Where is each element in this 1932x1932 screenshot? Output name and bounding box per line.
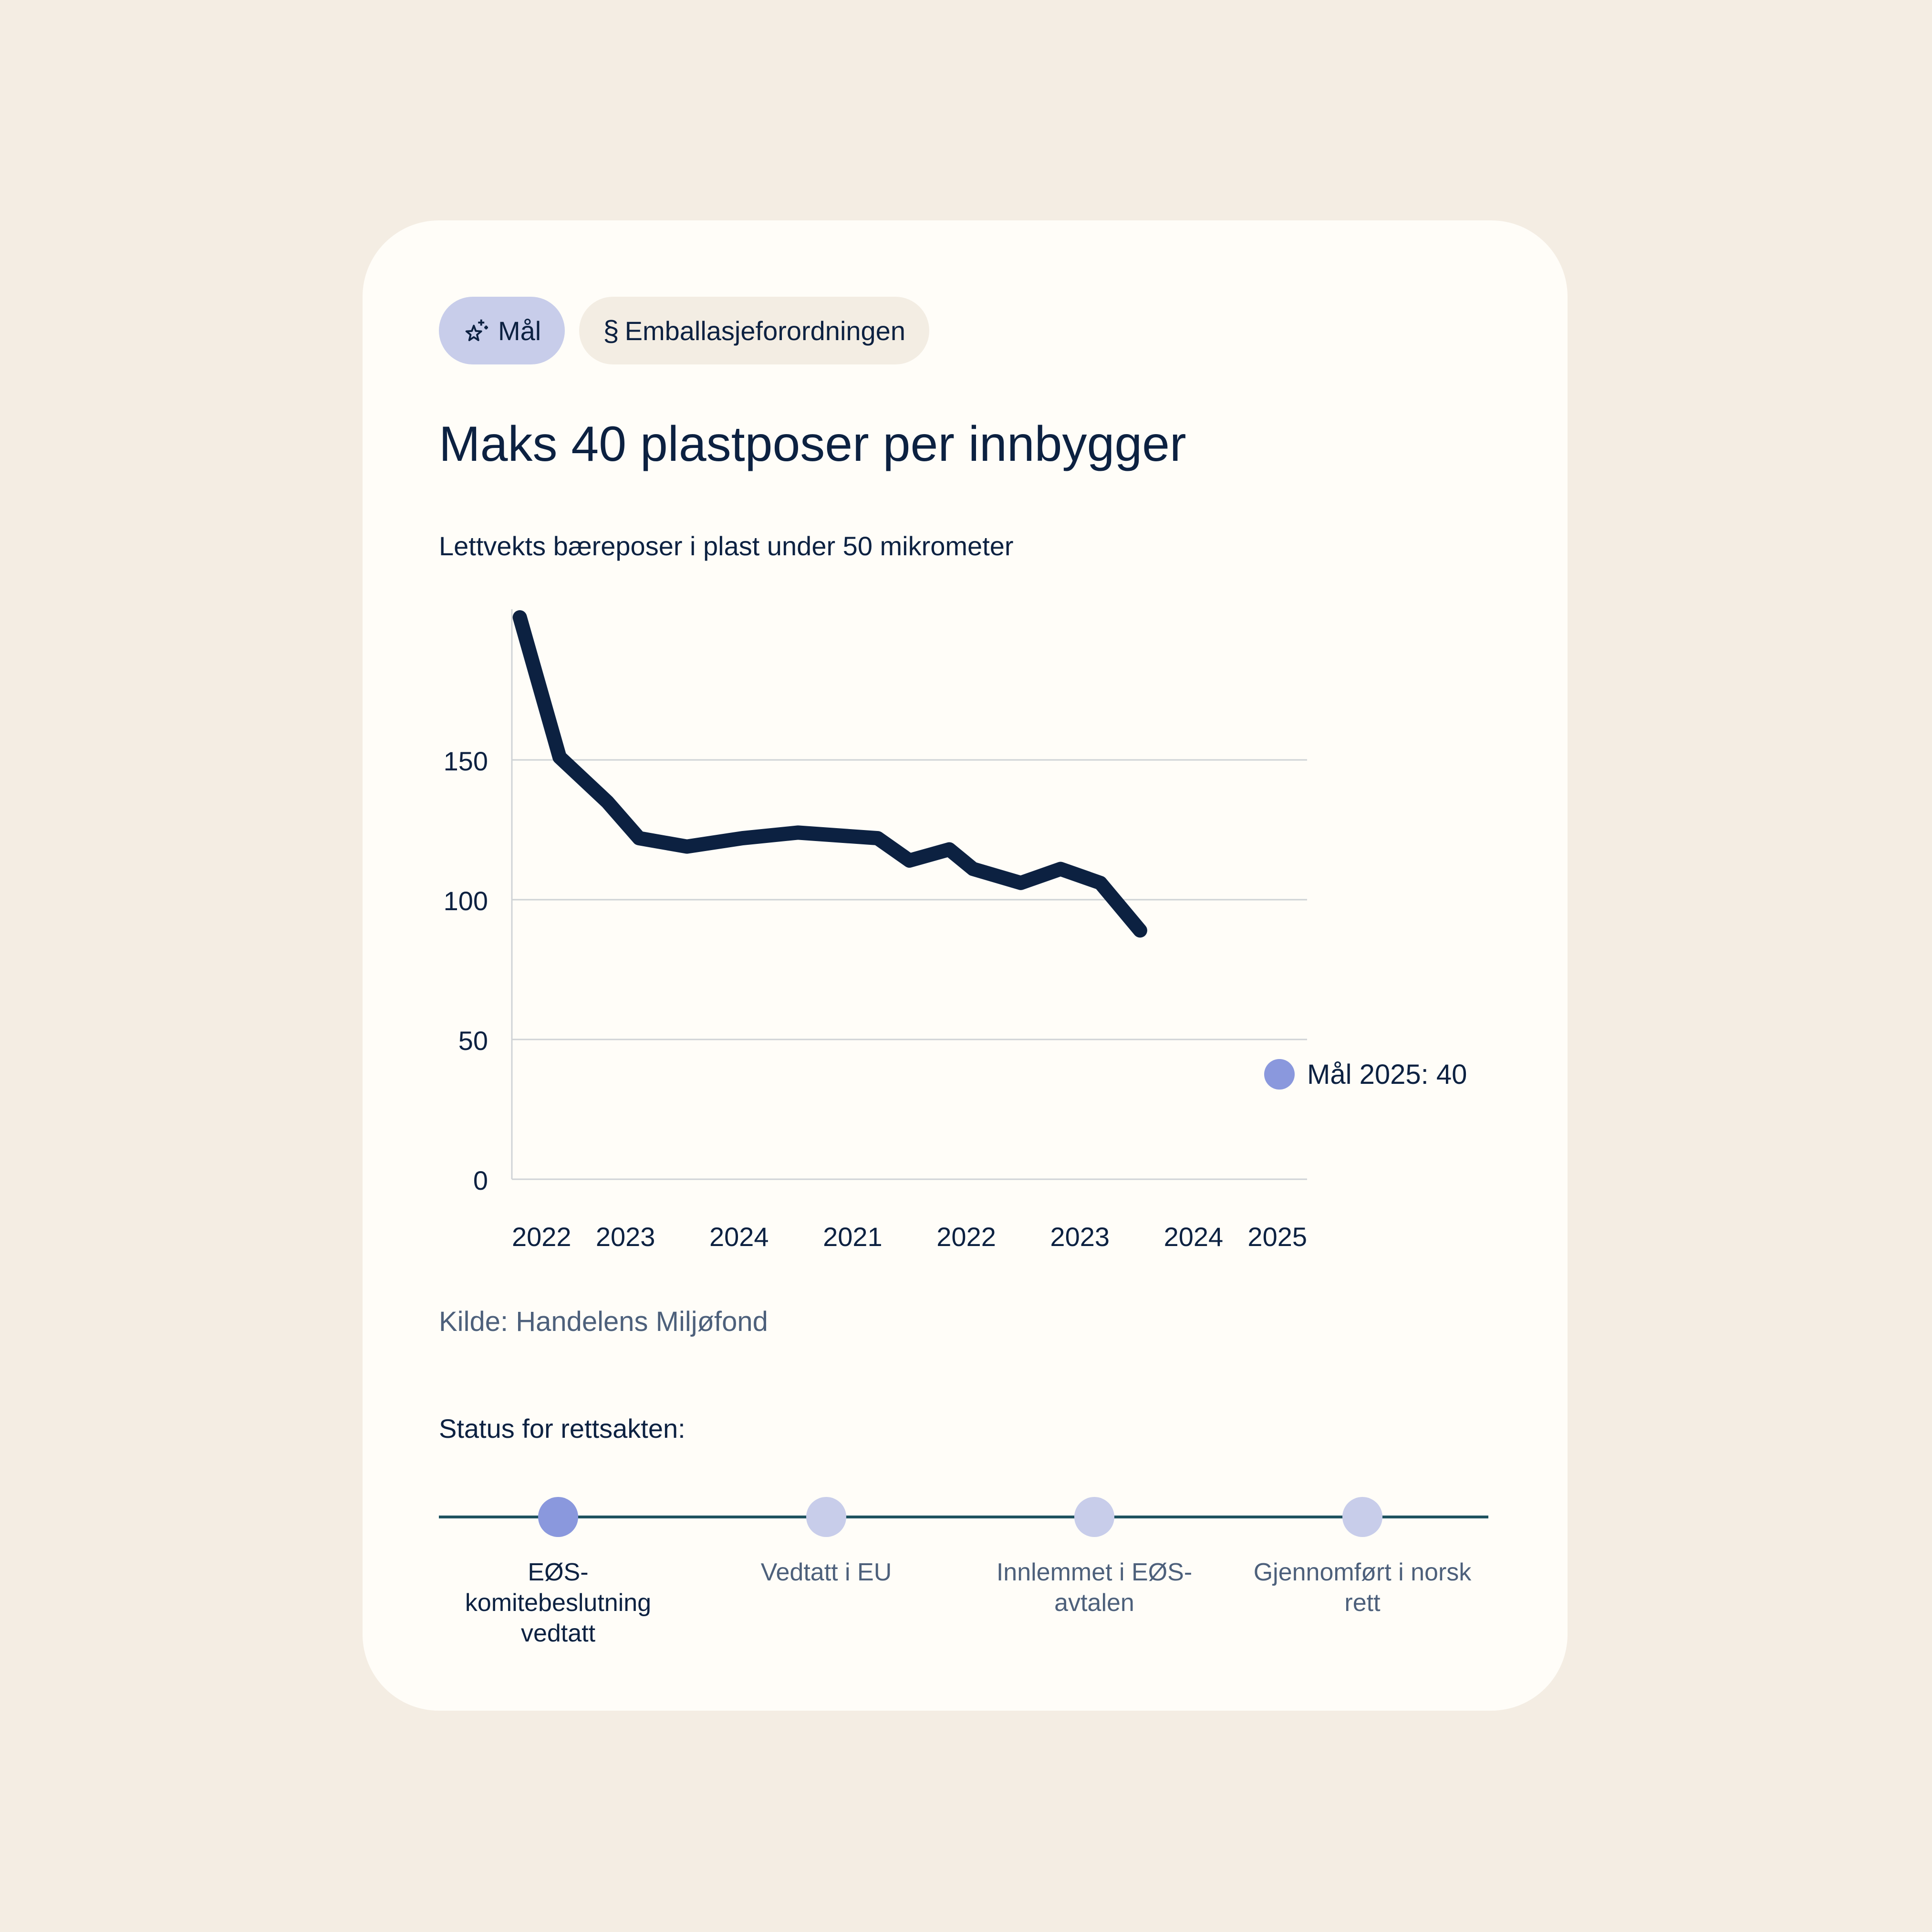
- y-tick-label: 150: [444, 746, 488, 776]
- step-dot: [1074, 1497, 1114, 1537]
- status-timeline: EØS-komitebeslutning vedtatt Vedtatt i E…: [439, 1489, 1488, 1728]
- step-dot: [1342, 1497, 1382, 1537]
- x-tick-label: 2021: [823, 1222, 883, 1252]
- x-tick-label: 2023: [1050, 1222, 1110, 1252]
- chart-card: Mål § Emballasjeforordningen Maks 40 pla…: [363, 220, 1568, 1711]
- step-label: Gjennomført i norsk rett: [1253, 1558, 1472, 1617]
- goal-marker: [1264, 1059, 1295, 1090]
- step-dot-active: [538, 1497, 578, 1537]
- x-tick-label: 2025: [1247, 1222, 1307, 1252]
- data-line: [512, 610, 1147, 938]
- x-tick-label: 2022: [936, 1222, 996, 1252]
- step-label: Innlemmet i EØS-avtalen: [996, 1558, 1193, 1617]
- timeline-line: [439, 1516, 1488, 1518]
- status-step-2: Vedtatt i EU: [707, 1489, 945, 1588]
- line-chart: 0 50 100 150 2022 2023 2024 2021 2022 2023 2024 202…: [444, 609, 1467, 1252]
- step-label: Vedtatt i EU: [760, 1558, 892, 1586]
- y-tick-label: 100: [444, 886, 488, 916]
- source-text: Kilde: Handelens Miljøfond: [439, 1306, 768, 1337]
- x-tick-label: 2024: [1164, 1222, 1224, 1252]
- chart-subtitle: Lettvekts bæreposer i plast under 50 mik…: [439, 531, 1014, 561]
- x-tick-label: 2024: [709, 1222, 769, 1252]
- status-step-3: Innlemmet i EØS-avtalen: [975, 1489, 1214, 1618]
- x-tick-label: 2023: [596, 1222, 655, 1252]
- sparkle-star-icon: [463, 316, 492, 345]
- tag-regulation-label: Emballasjeforordningen: [624, 315, 905, 346]
- tag-list: Mål § Emballasjeforordningen: [439, 297, 929, 364]
- y-tick-label: 50: [458, 1026, 488, 1056]
- status-step-1: EØS-komitebeslutning vedtatt: [439, 1489, 677, 1649]
- paragraph-icon: §: [603, 314, 619, 347]
- status-heading: Status for rettsakten:: [439, 1413, 686, 1444]
- status-step-4: Gjennomført i norsk rett: [1243, 1489, 1482, 1618]
- goal-label: Mål 2025: 40: [1307, 1059, 1467, 1090]
- tag-goal[interactable]: Mål: [439, 297, 565, 364]
- step-label: EØS-komitebeslutning vedtatt: [465, 1558, 652, 1647]
- step-dot: [806, 1497, 846, 1537]
- tag-regulation[interactable]: § Emballasjeforordningen: [579, 297, 929, 364]
- page-title: Maks 40 plastposer per innbygger: [439, 416, 1186, 472]
- x-tick-label: 2022: [512, 1222, 571, 1252]
- y-tick-label: 0: [473, 1165, 488, 1195]
- tag-goal-label: Mål: [498, 315, 541, 346]
